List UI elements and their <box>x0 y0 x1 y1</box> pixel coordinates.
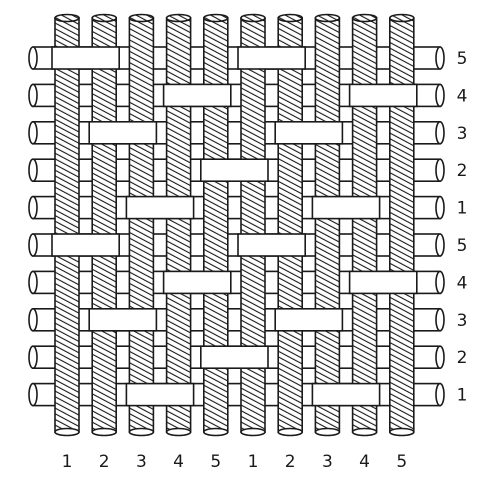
row-labels: 5 4 3 2 1 5 4 3 2 1 <box>457 49 468 406</box>
weft-float <box>348 83 418 108</box>
warp-end <box>165 13 192 23</box>
weft-end <box>435 233 445 257</box>
weft-float <box>88 121 158 145</box>
row-label: 5 <box>457 49 468 69</box>
weft-float <box>274 121 344 145</box>
warp-end <box>277 427 304 437</box>
weft-float <box>51 46 120 70</box>
warp-end <box>277 13 304 23</box>
warp-end <box>91 427 117 437</box>
weft-end <box>435 83 445 108</box>
warp-strand <box>388 17 415 433</box>
warp-strand <box>351 17 378 433</box>
warp-strand <box>91 17 117 433</box>
weft-end <box>28 121 38 145</box>
warp-end <box>54 427 80 437</box>
warp-end <box>314 427 341 437</box>
weft-float <box>348 270 418 295</box>
warp-end <box>351 427 378 437</box>
weft-float <box>162 83 232 108</box>
column-label: 3 <box>322 452 333 472</box>
warp-strand <box>203 17 229 433</box>
warp-end <box>314 13 341 23</box>
weft-end <box>435 382 445 407</box>
warp-end <box>91 13 117 23</box>
column-label: 3 <box>136 452 147 472</box>
weft-end <box>435 345 445 370</box>
weft-strands-front <box>51 46 418 407</box>
weft-end <box>28 233 38 257</box>
row-label: 2 <box>457 161 468 181</box>
row-label: 3 <box>457 311 468 331</box>
weft-end <box>435 46 445 70</box>
weft-end <box>28 158 38 182</box>
column-label: 1 <box>248 452 259 472</box>
column-label: 4 <box>359 452 370 472</box>
weft-float <box>311 382 381 407</box>
row-label: 1 <box>457 386 468 406</box>
row-label: 4 <box>457 273 468 293</box>
warp-end <box>240 427 266 437</box>
row-label: 4 <box>457 86 468 106</box>
weft-end <box>28 195 38 220</box>
weft-float <box>200 158 269 182</box>
weft-float <box>274 307 344 332</box>
warp-strand <box>240 17 266 433</box>
row-label: 5 <box>457 236 468 256</box>
warp-strand <box>54 17 80 433</box>
column-label: 5 <box>210 452 221 472</box>
weft-end <box>435 195 445 220</box>
weft-end <box>435 307 445 332</box>
warp-end <box>203 13 229 23</box>
weft-float <box>88 307 158 332</box>
warp-end <box>54 13 80 23</box>
warp-strand <box>165 17 192 433</box>
weft-end <box>28 307 38 332</box>
weft-float <box>200 345 269 370</box>
warp-end <box>351 13 378 23</box>
weft-end <box>28 270 38 295</box>
row-label: 1 <box>457 199 468 219</box>
column-label: 1 <box>62 452 73 472</box>
column-label: 4 <box>173 452 184 472</box>
weft-float <box>311 195 381 220</box>
warp-strand <box>314 17 341 433</box>
warp-end <box>388 13 415 23</box>
weft-float <box>51 233 120 257</box>
row-label: 3 <box>457 124 468 144</box>
warp-end <box>128 13 155 23</box>
warp-strand <box>128 17 155 433</box>
weft-float <box>125 195 195 220</box>
weft-end <box>435 158 445 182</box>
column-labels: 1 2 3 4 5 1 2 3 4 5 <box>62 452 408 472</box>
warp-strand <box>277 17 304 433</box>
warp-strands <box>54 13 415 437</box>
warp-end <box>240 13 266 23</box>
weft-end <box>28 345 38 370</box>
warp-end <box>165 427 192 437</box>
warp-end <box>388 427 415 437</box>
weft-end <box>28 83 38 108</box>
weft-end <box>28 46 38 70</box>
warp-end <box>203 427 229 437</box>
weft-end <box>28 382 38 407</box>
warp-end <box>128 427 155 437</box>
weft-float <box>162 270 232 295</box>
weft-float <box>237 46 306 70</box>
row-label: 2 <box>457 348 468 368</box>
weft-end <box>435 121 445 145</box>
column-label: 2 <box>285 452 296 472</box>
column-label: 2 <box>99 452 110 472</box>
weft-float <box>125 382 195 407</box>
weft-end <box>435 270 445 295</box>
weft-float <box>237 233 306 257</box>
column-label: 5 <box>396 452 407 472</box>
